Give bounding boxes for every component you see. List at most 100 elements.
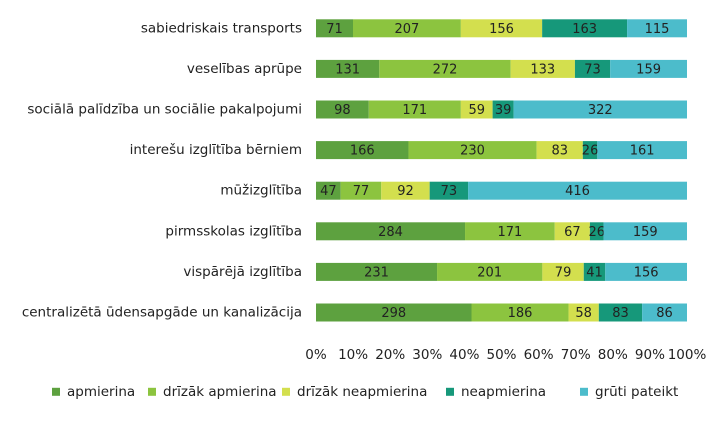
legend-swatch [148, 387, 156, 396]
data-label: 159 [636, 62, 661, 77]
x-tick-label: 70% [561, 347, 591, 363]
category-label: veselības aprūpe [187, 61, 302, 77]
data-label: 159 [633, 225, 658, 240]
bar-segment [492, 100, 514, 119]
bar-segment [379, 59, 511, 78]
category-label: vispārējā izglītība [183, 264, 302, 280]
bar-segment [437, 262, 543, 281]
data-label: 272 [433, 62, 458, 77]
bar-segment [583, 262, 606, 281]
data-label: 207 [395, 22, 420, 37]
bar-segment [465, 222, 555, 241]
x-tick-label: 100% [668, 347, 707, 363]
bar-segment [316, 100, 369, 119]
bar-segment [542, 19, 628, 38]
x-tick-label: 90% [635, 347, 665, 363]
x-tick-label: 0% [305, 347, 327, 363]
bar-segment [510, 59, 575, 78]
bar-segment [574, 59, 611, 78]
data-label: 186 [508, 306, 533, 321]
data-label: 322 [588, 103, 613, 118]
data-label: 161 [630, 144, 655, 159]
data-label: 26 [588, 225, 605, 240]
x-tick-label: 30% [412, 347, 442, 363]
data-label: 171 [497, 225, 522, 240]
bar-segment [316, 303, 472, 322]
data-label: 83 [612, 306, 629, 321]
bar-segment [536, 141, 583, 160]
x-tick-label: 20% [375, 347, 405, 363]
data-label: 79 [555, 265, 572, 280]
data-label: 115 [645, 22, 670, 37]
bar-segment [468, 181, 687, 200]
bar-segment [340, 181, 382, 200]
category-label: sabiedriskais transports [141, 20, 302, 36]
category-label: centralizētā ūdensapgāde un kanalizācija [22, 305, 302, 321]
data-label: 284 [378, 225, 403, 240]
bar-segment [316, 181, 341, 200]
bar-segment [316, 141, 409, 160]
data-label: 77 [353, 184, 370, 199]
legend-swatch [580, 387, 588, 396]
bar-segment [316, 262, 438, 281]
data-label: 156 [634, 265, 659, 280]
legend-label: drīzāk neapmierina [297, 384, 427, 400]
bar-segment [589, 222, 604, 241]
bar-segment [542, 262, 584, 281]
data-label: 98 [334, 103, 351, 118]
data-label: 83 [551, 144, 568, 159]
data-label: 73 [441, 184, 458, 199]
bar-segment [627, 19, 687, 38]
data-label: 58 [575, 306, 592, 321]
legend-label: drīzāk apmierina [163, 384, 277, 400]
bar-segment [316, 59, 380, 78]
data-label: 26 [582, 144, 599, 159]
legend-label: apmierina [67, 384, 135, 400]
data-label: 131 [335, 62, 360, 77]
category-label: mūžizglītība [220, 183, 302, 199]
bar-segment [381, 181, 430, 200]
data-label: 73 [584, 62, 601, 77]
bar-segment [471, 303, 569, 322]
data-label: 41 [586, 265, 603, 280]
bar-segment [598, 303, 643, 322]
bar-segment [603, 222, 687, 241]
bar-segment [316, 222, 466, 241]
data-label: 67 [564, 225, 581, 240]
data-label: 171 [402, 103, 427, 118]
data-label: 230 [460, 144, 485, 159]
data-label: 298 [381, 306, 406, 321]
bar-segment [368, 100, 461, 119]
legend-label: neapmierina [461, 384, 546, 400]
x-tick-label: 10% [338, 347, 368, 363]
bar-segment [408, 141, 537, 160]
data-label: 133 [530, 62, 555, 77]
bar-segment [460, 100, 493, 119]
bar-segment [610, 59, 687, 78]
category-label: sociālā palīdzība un sociālie pakalpojum… [27, 102, 302, 118]
bar-segment [460, 19, 543, 38]
bar-segment [568, 303, 599, 322]
data-label: 47 [320, 184, 337, 199]
data-label: 166 [350, 144, 375, 159]
legend-label: grūti pateikt [595, 384, 678, 400]
data-label: 201 [477, 265, 502, 280]
data-label: 231 [364, 265, 389, 280]
bar-segment [316, 19, 353, 38]
legend-swatch [282, 387, 290, 396]
bar-segment [597, 141, 687, 160]
bar-segment [554, 222, 590, 241]
legend-swatch [52, 387, 60, 396]
category-label: interešu izglītība bērniem [130, 142, 302, 158]
legend-swatch [446, 387, 454, 396]
bar-segment [642, 303, 687, 322]
data-label: 163 [572, 22, 597, 37]
bar-segment [429, 181, 469, 200]
data-label: 416 [565, 184, 590, 199]
bar-segment [513, 100, 687, 119]
bar-segment [352, 19, 461, 38]
data-label: 156 [489, 22, 514, 37]
x-tick-label: 60% [524, 347, 554, 363]
x-tick-label: 50% [486, 347, 516, 363]
